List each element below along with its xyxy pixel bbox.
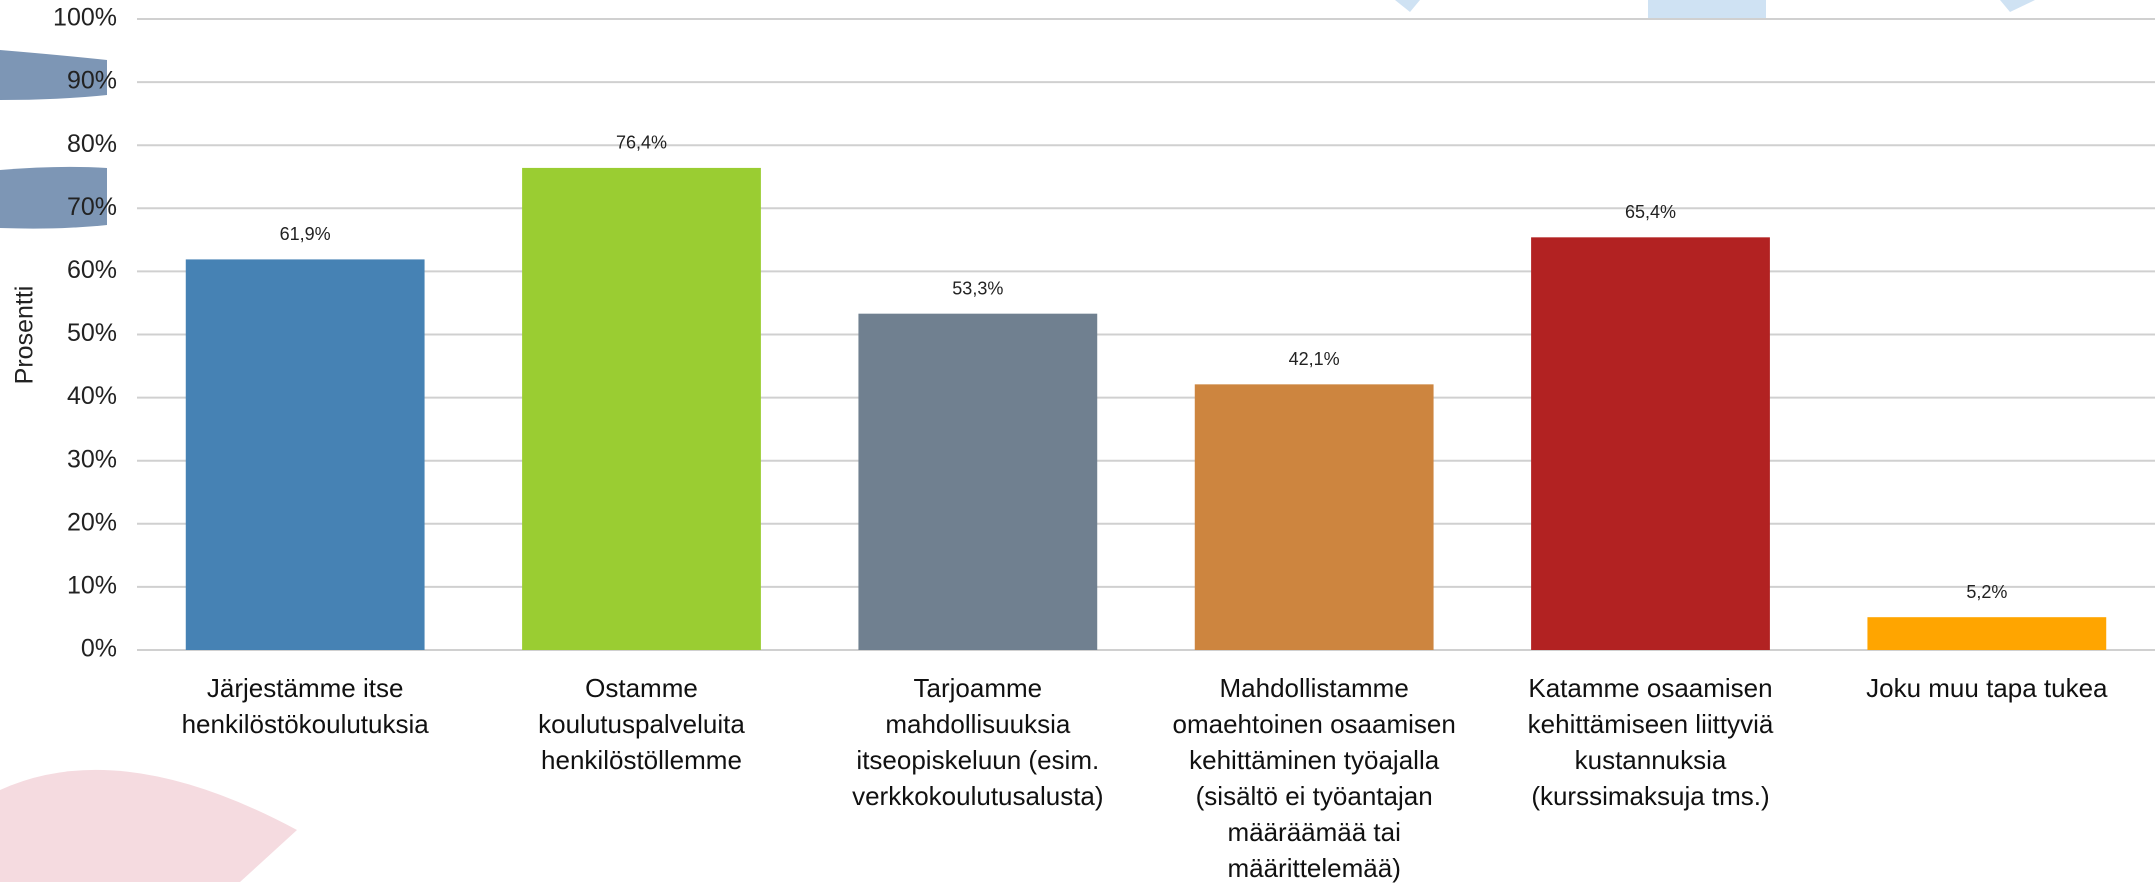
value-label: 65,4%: [1625, 202, 1676, 222]
x-tick-label: Joku muu tapa tukea: [1866, 673, 2108, 703]
y-tick-label: 60%: [67, 256, 117, 284]
x-tick-label: Järjestämme itse henkilöstökoulutuksia: [181, 673, 429, 739]
value-label: 76,4%: [616, 133, 667, 153]
y-tick-label: 0%: [81, 635, 117, 663]
decoration: [0, 0, 2035, 882]
value-label: 61,9%: [280, 224, 331, 244]
y-tick-label: 20%: [67, 508, 117, 536]
y-tick-label: 30%: [67, 445, 117, 473]
bar: [185, 259, 425, 650]
bar: [1194, 384, 1434, 650]
y-axis-label: Prosentti: [11, 286, 39, 385]
y-tick-label: 10%: [67, 572, 117, 600]
decor-shape: [1395, 0, 1420, 12]
decor-shape: [2000, 0, 2035, 12]
x-tick-label: Tarjoamme mahdollisuuksia itseopiskeluun…: [852, 673, 1104, 811]
y-tick-label: 90%: [67, 67, 117, 95]
bar: [1867, 617, 2107, 650]
x-tick-label: Mahdollistamme omaehtoinen osaamisen keh…: [1172, 673, 1456, 883]
x-tick-label: Ostamme koulutuspalveluita henkilöstölle…: [538, 673, 745, 775]
y-tick-label: 50%: [67, 319, 117, 347]
y-tick-label: 100%: [53, 4, 117, 32]
decor-shape: [1648, 0, 1766, 20]
bar: [1531, 237, 1770, 651]
x-tick-label: Katamme osaamisen kehittämiseen liittyvi…: [1527, 673, 1774, 811]
y-tick-label: 40%: [67, 382, 117, 410]
value-label: 5,2%: [1966, 582, 2007, 602]
decor-arc: [0, 166, 107, 229]
y-tick-label: 80%: [67, 130, 117, 158]
bar: [522, 167, 761, 650]
decor-circle: [0, 769, 297, 882]
value-label: 53,3%: [952, 278, 1003, 298]
decor-arc: [0, 50, 107, 100]
y-tick-label: 70%: [67, 193, 117, 221]
bar: [858, 313, 1098, 650]
value-label: 42,1%: [1289, 349, 1340, 369]
